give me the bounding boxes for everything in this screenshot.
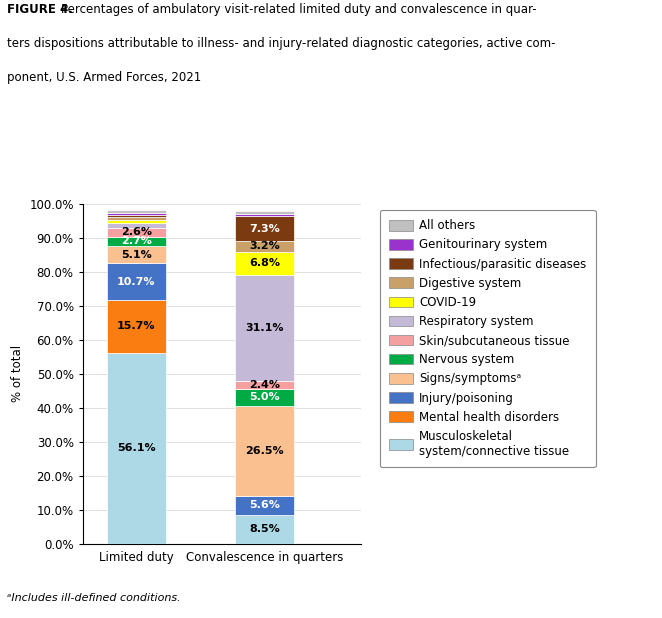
- Text: 7.3%: 7.3%: [249, 224, 280, 234]
- Bar: [235, 275, 294, 381]
- Bar: [107, 300, 166, 353]
- Bar: [235, 389, 294, 406]
- Text: FIGURE 4.: FIGURE 4.: [7, 3, 73, 16]
- Text: 3.2%: 3.2%: [249, 242, 280, 252]
- Bar: [235, 211, 294, 214]
- Bar: [107, 246, 166, 263]
- Bar: [235, 496, 294, 515]
- Text: ᵃIncludes ill-defined conditions.: ᵃIncludes ill-defined conditions.: [7, 593, 180, 603]
- Text: Percentages of ambulatory visit-related limited duty and convalescence in quar-: Percentages of ambulatory visit-related …: [61, 3, 536, 16]
- Text: 5.0%: 5.0%: [249, 392, 280, 402]
- Y-axis label: % of total: % of total: [11, 345, 24, 402]
- Text: 26.5%: 26.5%: [245, 446, 284, 456]
- Text: 6.8%: 6.8%: [249, 258, 280, 268]
- Text: 15.7%: 15.7%: [117, 321, 156, 331]
- Bar: [235, 406, 294, 496]
- Bar: [235, 214, 294, 216]
- Text: 5.1%: 5.1%: [121, 250, 152, 260]
- Bar: [107, 263, 166, 300]
- Bar: [235, 515, 294, 544]
- Bar: [107, 353, 166, 544]
- Bar: [235, 252, 294, 275]
- Bar: [235, 216, 294, 241]
- Bar: [235, 381, 294, 389]
- Bar: [107, 237, 166, 246]
- Text: 8.5%: 8.5%: [249, 525, 280, 535]
- Text: 5.6%: 5.6%: [249, 501, 280, 510]
- Text: 31.1%: 31.1%: [246, 323, 284, 333]
- Bar: [107, 228, 166, 237]
- Text: 56.1%: 56.1%: [117, 444, 156, 454]
- Bar: [107, 213, 166, 215]
- Text: 10.7%: 10.7%: [117, 277, 156, 287]
- Bar: [107, 217, 166, 220]
- Bar: [107, 223, 166, 228]
- Bar: [107, 220, 166, 223]
- Bar: [235, 241, 294, 252]
- Bar: [107, 215, 166, 217]
- Bar: [107, 210, 166, 213]
- Text: 2.4%: 2.4%: [249, 380, 280, 390]
- Text: ters dispositions attributable to illness- and injury-related diagnostic categor: ters dispositions attributable to illnes…: [7, 37, 555, 50]
- Legend: All others, Genitourinary system, Infectious/parasitic diseases, Digestive syste: All others, Genitourinary system, Infect…: [380, 210, 596, 467]
- Text: 2.6%: 2.6%: [120, 227, 152, 237]
- Text: 2.7%: 2.7%: [120, 237, 152, 247]
- Text: ponent, U.S. Armed Forces, 2021: ponent, U.S. Armed Forces, 2021: [7, 71, 201, 84]
